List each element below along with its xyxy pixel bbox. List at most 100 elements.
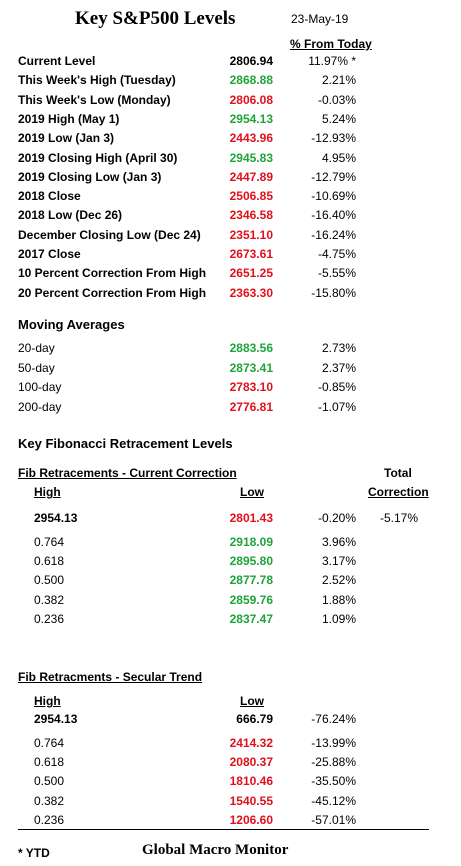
fib-current-high-value: 2954.13	[34, 511, 78, 525]
key-level-label: 2019 Low (Jan 3)	[18, 131, 115, 146]
fib-level-pct: 1.09%	[321, 611, 356, 626]
key-level-value: 2363.30	[229, 285, 273, 300]
key-level-value: 2945.83	[229, 150, 273, 165]
fib-level-pct: -35.50%	[311, 774, 356, 789]
fib-ratio: 0.764	[34, 736, 65, 750]
fib-ratio: 0.382	[34, 793, 65, 808]
fib-secular-low-header: Low	[240, 694, 264, 708]
footer-divider	[18, 829, 429, 830]
key-level-value: 2351.10	[229, 227, 273, 242]
fib-level-value: 2859.76	[229, 592, 273, 607]
fib-level-value: 2414.32	[229, 736, 273, 750]
fib-ratio: 0.500	[34, 774, 65, 789]
fib-current-low-header: Low	[240, 485, 264, 499]
fib-level-pct: 3.96%	[321, 535, 356, 549]
key-level-label: 2018 Close	[18, 189, 81, 204]
key-level-label: Current Level	[18, 54, 96, 68]
fib-level-pct: 3.17%	[321, 554, 356, 569]
fibonacci-heading: Key Fibonacci Retracement Levels	[18, 436, 233, 451]
moving-average-pct: -1.07%	[317, 399, 356, 414]
moving-average-label: 100-day	[18, 380, 62, 394]
fib-level-pct: 2.52%	[321, 573, 356, 588]
key-level-label: 2019 High (May 1)	[18, 111, 120, 126]
fib-ratio: 0.618	[34, 755, 65, 770]
fib-secular-low-pct: -76.24%	[311, 712, 356, 726]
report-date: 23-May-19	[291, 12, 349, 26]
fib-secular-heading: Fib Retracments - Secular Trend	[18, 670, 203, 684]
fib-ratio: 0.236	[34, 812, 65, 827]
key-level-label: This Week's Low (Monday)	[18, 92, 171, 107]
key-level-value: 2806.08	[229, 92, 273, 107]
moving-average-label: 50-day	[18, 360, 55, 375]
key-level-label: 2017 Close	[18, 247, 81, 261]
brand-footer: Global Macro Monitor	[142, 842, 289, 858]
fib-secular-high-value: 2954.13	[34, 712, 78, 726]
page-title: Key S&P500 Levels	[75, 8, 236, 29]
key-level-value: 2346.58	[229, 208, 273, 223]
fib-level-value: 2918.09	[229, 535, 273, 549]
fib-ratio: 0.764	[34, 535, 65, 549]
pct-from-today-header: % From Today	[290, 37, 372, 51]
moving-average-label: 20-day	[18, 341, 55, 355]
fib-level-pct: 1.88%	[321, 592, 356, 607]
fib-ratio: 0.236	[34, 611, 65, 626]
key-level-label: 2019 Closing High (April 30)	[18, 150, 178, 165]
moving-average-value: 2883.56	[229, 341, 273, 355]
fib-level-pct: -13.99%	[311, 736, 356, 750]
key-level-pct: -16.24%	[311, 227, 356, 242]
fib-current-high-header: High	[34, 485, 61, 499]
fib-level-value: 2080.37	[229, 755, 273, 770]
fib-secular-high-header: High	[34, 694, 61, 708]
moving-average-label: 200-day	[18, 399, 62, 414]
key-level-label: 10 Percent Correction From High	[18, 266, 207, 281]
key-level-value: 2443.96	[229, 131, 273, 146]
fib-level-value: 2895.80	[229, 554, 273, 569]
moving-average-pct: -0.85%	[317, 380, 356, 394]
fib-level-value: 1206.60	[229, 812, 273, 827]
total-header: Total	[384, 466, 412, 480]
correction-header: Correction	[368, 485, 429, 499]
key-level-label: 2018 Low (Dec 26)	[18, 208, 123, 223]
fib-ratio: 0.618	[34, 554, 65, 569]
key-level-value: 2954.13	[229, 111, 273, 126]
fib-level-value: 2837.47	[229, 611, 273, 626]
fib-level-pct: -25.88%	[311, 755, 356, 770]
fib-level-value: 1540.55	[229, 793, 273, 808]
key-level-label: This Week's High (Tuesday)	[18, 73, 176, 88]
key-level-pct: 11.97% *	[308, 54, 356, 68]
key-level-value: 2868.88	[229, 73, 273, 88]
fib-level-value: 1810.46	[229, 774, 273, 789]
moving-average-value: 2873.41	[229, 360, 273, 375]
fib-level-pct: -45.12%	[311, 793, 356, 808]
key-level-pct: 2.21%	[321, 73, 356, 88]
key-level-pct: -15.80%	[311, 285, 356, 300]
key-level-value: 2651.25	[229, 266, 273, 281]
key-level-pct: -12.93%	[311, 131, 356, 146]
key-level-label: 20 Percent Correction From High	[18, 285, 207, 300]
fib-current-heading: Fib Retracements - Current Correction	[18, 466, 237, 480]
key-level-pct: 5.24%	[321, 111, 356, 126]
key-level-label: 2019 Closing Low (Jan 3)	[18, 169, 162, 184]
ytd-note: * YTD	[18, 846, 50, 860]
key-level-value: 2673.61	[229, 247, 273, 261]
key-level-pct: -10.69%	[311, 189, 356, 204]
moving-average-pct: 2.73%	[321, 341, 356, 355]
key-level-pct: -12.79%	[311, 169, 356, 184]
fib-current-total: -5.17%	[380, 511, 419, 525]
moving-average-pct: 2.37%	[321, 360, 356, 375]
fib-current-low-pct: -0.20%	[317, 511, 356, 525]
key-level-pct: -0.03%	[317, 92, 356, 107]
moving-averages-heading: Moving Averages	[18, 317, 125, 332]
key-level-value: 2447.89	[229, 169, 273, 184]
key-level-pct: 4.95%	[321, 150, 356, 165]
fib-current-low-value: 2801.43	[229, 511, 273, 525]
moving-average-value: 2776.81	[229, 399, 273, 414]
fib-ratio: 0.500	[34, 573, 65, 588]
key-level-value: 2806.94	[229, 54, 273, 68]
key-level-pct: -16.40%	[311, 208, 356, 223]
fib-ratio: 0.382	[34, 592, 65, 607]
key-level-label: December Closing Low (Dec 24)	[18, 227, 201, 242]
key-level-pct: -5.55%	[317, 266, 356, 281]
fib-secular-low-value: 666.79	[236, 712, 273, 726]
fib-level-value: 2877.78	[229, 573, 273, 588]
